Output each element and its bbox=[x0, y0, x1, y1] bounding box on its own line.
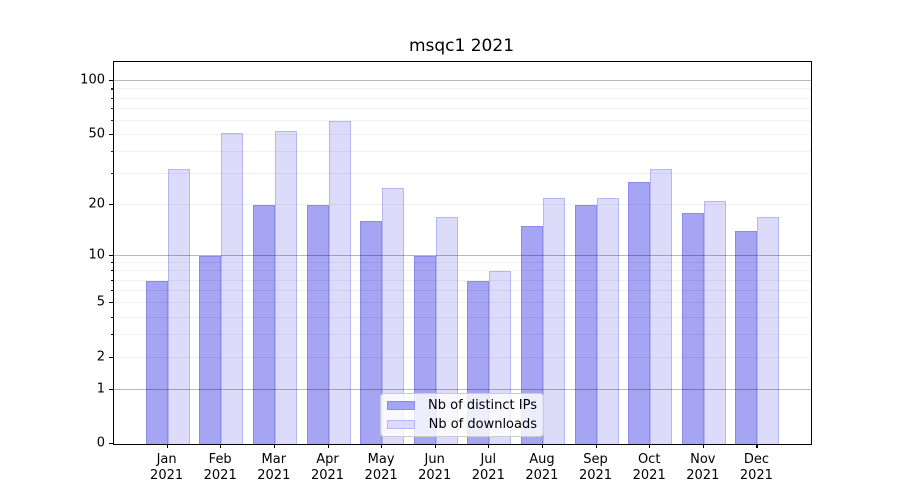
bar-distinct-ips-feb bbox=[199, 255, 222, 444]
bar-downloads-apr bbox=[328, 120, 351, 444]
y-minor-tick-mark bbox=[110, 302, 113, 304]
bar-downloads-nov bbox=[703, 201, 726, 444]
x-tick-label-mar: Mar 2021 bbox=[257, 452, 291, 483]
bar-downloads-mar bbox=[274, 130, 297, 444]
y-minor-tick-mark bbox=[110, 334, 113, 336]
x-tick-mark bbox=[702, 444, 704, 448]
y-minor-tick-mark bbox=[110, 151, 113, 153]
bar-downloads-jun bbox=[435, 216, 458, 444]
y-tick-label-20: 20 bbox=[88, 196, 105, 212]
x-tick-label-jun: Jun 2021 bbox=[418, 452, 452, 483]
y-tick-label-10: 10 bbox=[88, 247, 105, 262]
bar-distinct-ips-jan bbox=[145, 280, 168, 444]
x-tick-mark bbox=[595, 444, 597, 448]
bar-distinct-ips-nov bbox=[681, 212, 704, 444]
chart-title: msqc1 2021 bbox=[408, 36, 515, 56]
y-minor-tick-mark bbox=[110, 107, 113, 110]
x-tick-mark bbox=[381, 444, 383, 448]
legend-swatch-distinct-ips bbox=[387, 401, 415, 410]
y-minor-tick-mark bbox=[110, 173, 113, 175]
plot-area: Nb of distinct IPs Nb of downloads bbox=[113, 61, 812, 445]
y-tick-mark bbox=[109, 443, 113, 445]
x-tick-mark bbox=[756, 444, 758, 448]
legend: Nb of distinct IPs Nb of downloads bbox=[380, 393, 544, 437]
y-minor-tick-mark bbox=[110, 290, 113, 292]
y-minor-tick-mark bbox=[110, 356, 113, 358]
y-tick-label-100: 100 bbox=[80, 72, 105, 88]
legend-item-distinct-ips: Nb of distinct IPs bbox=[387, 398, 537, 413]
bar-distinct-ips-mar bbox=[252, 204, 275, 444]
bar-distinct-ips-aug bbox=[520, 226, 543, 444]
y-minor-tick-mark bbox=[110, 133, 113, 136]
x-tick-label-oct: Oct 2021 bbox=[632, 452, 666, 483]
bar-distinct-ips-oct bbox=[628, 182, 651, 444]
x-tick-mark bbox=[488, 444, 490, 448]
x-tick-mark bbox=[220, 444, 222, 448]
y-tick-mark bbox=[109, 388, 113, 390]
x-tick-label-jan: Jan 2021 bbox=[150, 452, 184, 483]
bar-downloads-aug bbox=[542, 197, 565, 444]
y-minor-tick-mark bbox=[110, 119, 113, 122]
y-tick-mark bbox=[109, 254, 113, 256]
x-tick-label-nov: Nov 2021 bbox=[686, 452, 720, 483]
y-tick-label-1: 1 bbox=[96, 381, 105, 396]
y-tick-label-0: 0 bbox=[96, 435, 105, 451]
x-tick-mark bbox=[649, 444, 651, 448]
legend-swatch-downloads bbox=[387, 420, 415, 429]
x-tick-label-aug: Aug 2021 bbox=[525, 452, 559, 483]
y-minor-tick-mark bbox=[110, 262, 113, 264]
bar-downloads-dec bbox=[757, 216, 780, 444]
legend-label-distinct-ips: Nb of distinct IPs bbox=[428, 398, 537, 413]
x-tick-label-apr: Apr 2021 bbox=[310, 452, 345, 483]
x-tick-label-jul: Jul 2021 bbox=[471, 452, 505, 483]
bars-layer bbox=[114, 62, 811, 444]
bar-distinct-ips-apr bbox=[306, 204, 329, 444]
x-tick-label-dec: Dec 2021 bbox=[739, 452, 773, 483]
y-minor-tick-mark bbox=[110, 88, 113, 90]
bar-distinct-ips-may bbox=[360, 221, 383, 444]
bar-distinct-ips-dec bbox=[735, 231, 758, 444]
y-minor-tick-mark bbox=[110, 97, 113, 99]
bar-downloads-oct bbox=[650, 169, 673, 444]
legend-label-downloads: Nb of downloads bbox=[428, 417, 537, 432]
bar-downloads-may bbox=[382, 187, 405, 444]
x-tick-mark bbox=[273, 444, 275, 448]
y-minor-tick-mark bbox=[110, 203, 113, 205]
x-tick-label-feb: Feb 2021 bbox=[203, 452, 237, 483]
legend-item-downloads: Nb of downloads bbox=[387, 417, 537, 432]
y-minor-tick-mark bbox=[110, 270, 113, 272]
y-tick-label-5: 5 bbox=[96, 294, 105, 310]
bar-downloads-sep bbox=[596, 197, 619, 444]
bar-downloads-jan bbox=[167, 169, 190, 444]
y-minor-tick-mark bbox=[110, 279, 113, 281]
y-tick-label-2: 2 bbox=[96, 349, 105, 365]
x-tick-mark bbox=[327, 444, 329, 448]
y-minor-tick-mark bbox=[110, 316, 113, 318]
x-tick-label-sep: Sep 2021 bbox=[578, 452, 613, 483]
y-tick-label-50: 50 bbox=[88, 126, 105, 142]
x-tick-label-may: May 2021 bbox=[364, 452, 398, 483]
x-tick-mark bbox=[166, 444, 168, 448]
x-tick-mark bbox=[434, 444, 436, 448]
y-tick-mark bbox=[109, 80, 113, 82]
x-tick-mark bbox=[541, 444, 544, 448]
bar-downloads-feb bbox=[221, 133, 244, 444]
bar-distinct-ips-sep bbox=[574, 204, 597, 444]
